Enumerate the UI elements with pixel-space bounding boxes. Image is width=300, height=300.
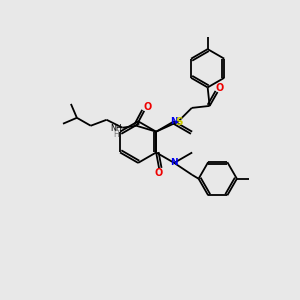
Text: H: H — [114, 130, 119, 139]
Text: N: N — [170, 158, 178, 167]
Text: O: O — [215, 83, 224, 93]
Text: N: N — [170, 117, 178, 126]
Text: S: S — [175, 117, 183, 127]
Text: NH: NH — [111, 124, 122, 133]
Text: O: O — [143, 102, 151, 112]
Text: O: O — [155, 168, 163, 178]
